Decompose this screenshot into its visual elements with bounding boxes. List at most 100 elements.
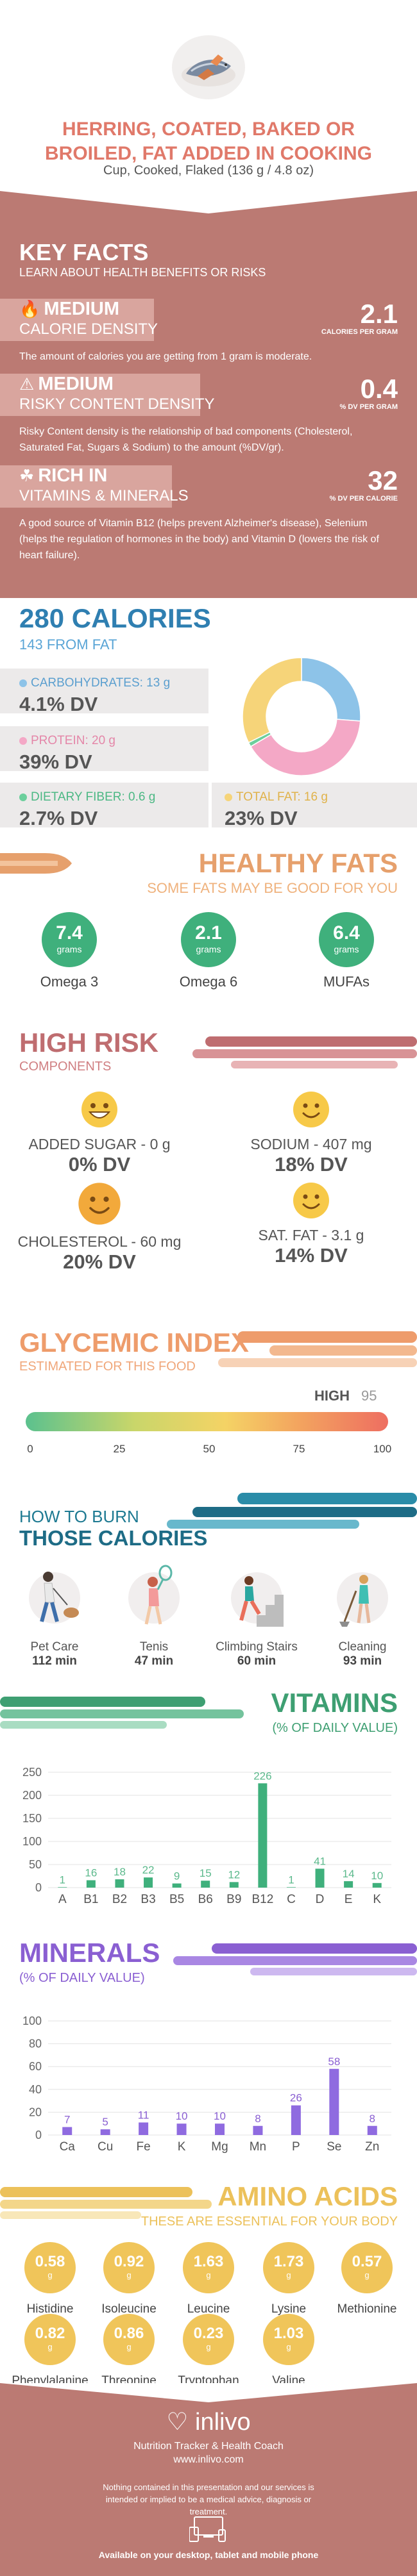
amino-acids-section: AMINO ACIDS THESE ARE ESSENTIAL FOR YOUR… bbox=[0, 2178, 417, 2388]
bar bbox=[86, 1880, 96, 1888]
fact-risky-content: ⚠ MEDIUM RISKY CONTENT DENSITY 0.4 % DV … bbox=[0, 374, 417, 476]
glycemic-subtitle: ESTIMATED FOR THIS FOOD bbox=[19, 1359, 196, 1374]
fat-omega-6: 2.1 grams Omega 6 bbox=[164, 912, 253, 990]
key-facts-title: KEY FACTS bbox=[19, 239, 149, 265]
fact-value: 32 bbox=[368, 465, 398, 495]
key-facts-subtitle: LEARN ABOUT HEALTH BENEFITS OR RISKS bbox=[19, 266, 266, 279]
glycemic-index-section: GLYCEMIC INDEX ESTIMATED FOR THIS FOOD H… bbox=[0, 1290, 417, 1455]
smile-face-icon bbox=[78, 1183, 121, 1225]
category-label: B6 bbox=[198, 1893, 213, 1906]
fact-unit: % DV PER GRAM bbox=[339, 403, 398, 411]
nutrient-protein: PROTEIN: 20 g 39% DV bbox=[19, 734, 115, 773]
bar-value-label: 22 bbox=[142, 1864, 155, 1876]
nutrient-total-fat: TOTAL FAT: 16 g 23% DV bbox=[225, 790, 328, 829]
bar-value-label: 10 bbox=[176, 2110, 188, 2122]
risk-sat-fat: SAT. FAT - 3.1 g 14% DV bbox=[215, 1181, 407, 1267]
bar-value-label: 9 bbox=[174, 1870, 180, 1882]
glycemic-scale-bar bbox=[26, 1412, 388, 1431]
nutrient-carbohydrates: CARBOHYDRATES: 13 g 4.1% DV bbox=[19, 676, 171, 715]
decorative-stripes bbox=[0, 2187, 212, 2219]
bar-value-label: 8 bbox=[370, 2113, 375, 2125]
fact-vitamins-minerals: ☘ RICH IN VITAMINS & MINERALS 32 % DV PE… bbox=[0, 465, 417, 581]
bar-value-label: 1 bbox=[288, 1874, 294, 1886]
y-tick-label: 50 bbox=[29, 1858, 42, 1871]
high-risk-subtitle: COMPONENTS bbox=[19, 1059, 112, 1074]
warning-icon: ⚠ bbox=[19, 374, 35, 394]
bar bbox=[372, 1882, 382, 1888]
bar-value-label: 10 bbox=[371, 1870, 383, 1882]
risk-sodium: SODIUM - 407 mg 18% DV bbox=[215, 1090, 407, 1176]
footer-disclaimer: Nothing contained in this presentation a… bbox=[103, 2482, 314, 2516]
glycemic-tick: 0 bbox=[27, 1443, 33, 1455]
bar bbox=[115, 1879, 124, 1888]
high-risk-title: HIGH RISK bbox=[19, 1027, 159, 1058]
risk-added-sugar: ADDED SUGAR - 0 g 0% DV bbox=[3, 1090, 196, 1176]
food-image bbox=[172, 35, 245, 99]
fact-name: CALORIE DENSITY bbox=[19, 320, 158, 338]
bar-value-label: 58 bbox=[328, 2056, 340, 2068]
minerals-subtitle: (% OF DAILY VALUE) bbox=[19, 1971, 145, 1985]
calories-from-fat: 143 FROM FAT bbox=[19, 636, 117, 652]
bar bbox=[329, 2068, 339, 2135]
glycemic-tick: 50 bbox=[203, 1443, 216, 1455]
vitamins-subtitle: (% OF DAILY VALUE) bbox=[272, 1721, 398, 1735]
bar-value-label: 16 bbox=[85, 1866, 97, 1879]
inlivo-logo[interactable]: ♡ inlivo bbox=[166, 2409, 251, 2436]
flame-icon: 🔥 bbox=[19, 299, 40, 319]
fact-value: 2.1 bbox=[360, 299, 398, 329]
fact-level: ☘ RICH IN bbox=[19, 465, 108, 486]
dog-walking-icon bbox=[29, 1572, 80, 1624]
decorative-stripes bbox=[192, 1036, 417, 1068]
glycemic-value: 95 bbox=[361, 1388, 377, 1404]
bar-value-label: 1 bbox=[60, 1874, 65, 1886]
fact-calorie-density: 🔥 MEDIUM CALORIE DENSITY 2.1 CALORIES PE… bbox=[0, 299, 417, 388]
minerals-bar-chart: 0 20 40 60 80 100 7 Ca 5 Cu 11 Fe 10 K 10 Mg 8 Mn 26 P 58 Se 8… bbox=[22, 2015, 391, 2154]
bar bbox=[286, 1887, 296, 1888]
bar bbox=[62, 2127, 72, 2135]
category-label: Fe bbox=[137, 2140, 151, 2154]
calories-title: 280 CALORIES bbox=[19, 603, 211, 633]
nutrient-fiber: DIETARY FIBER: 0.6 g 2.7% DV bbox=[19, 790, 156, 829]
amino-valine: 1.03 g Valine bbox=[250, 2314, 327, 2388]
donut-slice bbox=[301, 657, 361, 722]
bar bbox=[172, 1883, 182, 1888]
category-label: C bbox=[287, 1893, 296, 1906]
fiber-dot-icon bbox=[19, 793, 27, 801]
decorative-stripes bbox=[173, 1943, 417, 1975]
fat-mufas: 6.4 grams MUFAs bbox=[302, 912, 391, 990]
amino-threonine: 0.86 g Threonine bbox=[90, 2314, 167, 2388]
category-label: K bbox=[178, 2140, 186, 2154]
category-label: B9 bbox=[226, 1893, 241, 1906]
category-label: B12 bbox=[251, 1893, 273, 1906]
category-label: Ca bbox=[60, 2140, 76, 2154]
fact-description: The amount of calories you are getting f… bbox=[19, 351, 312, 362]
high-risk-section: HIGH RISK COMPONENTS ADDED SUGAR - 0 g 0… bbox=[0, 1008, 417, 1290]
bar-value-label: 10 bbox=[214, 2110, 226, 2122]
healthy-fats-section: HEALTHY FATS SOME FATS MAY BE GOOD FOR Y… bbox=[0, 835, 417, 1008]
devices-icon bbox=[189, 2516, 226, 2542]
bar bbox=[201, 1881, 210, 1888]
amino-tryptophan: 0.23 g Tryptophan bbox=[170, 2314, 247, 2388]
fact-name: VITAMINS & MINERALS bbox=[19, 487, 189, 504]
bar-value-label: 226 bbox=[253, 1770, 271, 1782]
key-facts-section: KEY FACTS LEARN ABOUT HEALTH BENEFITS OR… bbox=[0, 191, 417, 598]
smile-face-icon bbox=[293, 1183, 329, 1218]
footer-website-link[interactable]: www.inlivo.com bbox=[173, 2454, 244, 2465]
section-divider bbox=[0, 191, 417, 213]
bar bbox=[139, 2122, 149, 2135]
decorative-stripes bbox=[0, 853, 72, 874]
amino-title: AMINO ACIDS bbox=[217, 2181, 398, 2211]
activity-tennis: Tenis 47 min bbox=[106, 1563, 202, 1668]
stairs-icon bbox=[231, 1572, 284, 1627]
fact-description: A good source of Vitamin B12 (helps prev… bbox=[19, 518, 379, 561]
bar-value-label: 18 bbox=[114, 1866, 126, 1878]
bar bbox=[58, 1887, 67, 1888]
bar-value-label: 12 bbox=[228, 1868, 240, 1881]
category-label: B5 bbox=[169, 1893, 184, 1906]
decorative-stripes bbox=[0, 1697, 244, 1729]
minerals-section: MINERALS (% OF DAILY VALUE) 0 20 40 60 80 100… bbox=[0, 1918, 417, 2178]
donut-slice bbox=[242, 657, 302, 744]
y-tick-label: 150 bbox=[22, 1812, 42, 1825]
bar-value-label: 15 bbox=[200, 1867, 212, 1879]
